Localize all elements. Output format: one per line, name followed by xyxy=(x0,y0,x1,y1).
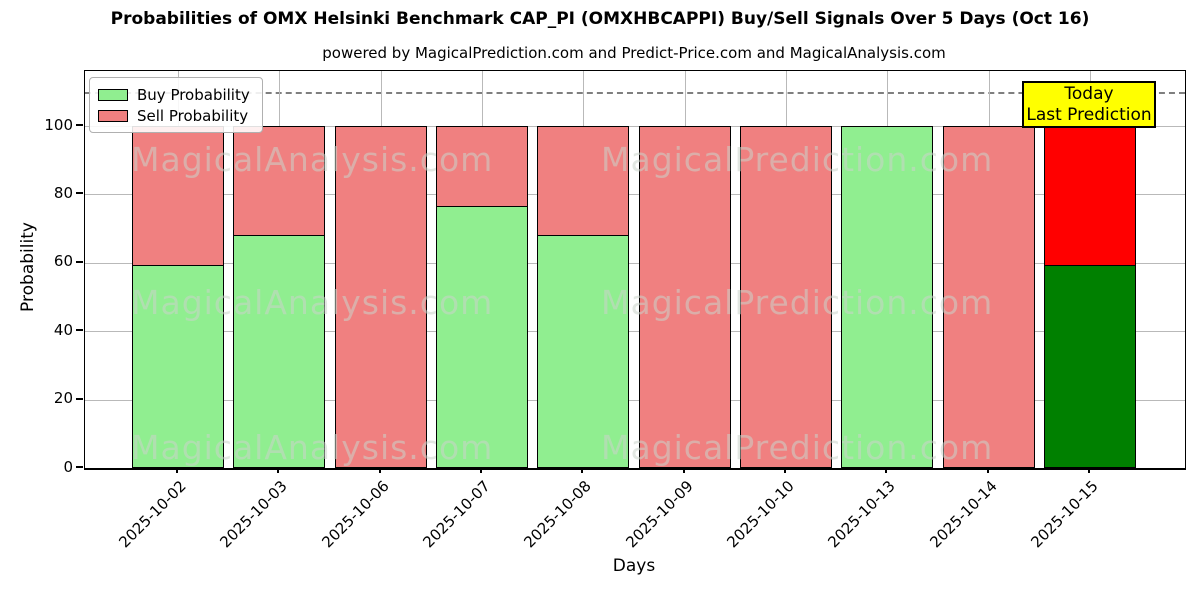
x-tick-mark xyxy=(885,467,888,473)
y-tick-label: 60 xyxy=(53,252,73,271)
y-tick-mark xyxy=(76,466,83,468)
legend-label: Buy Probability xyxy=(137,85,250,104)
today-annotation-line1: Today xyxy=(1064,83,1114,104)
x-tick-mark xyxy=(378,467,381,473)
bar-buy-segment xyxy=(841,126,934,468)
x-axis-label: Days xyxy=(612,556,656,576)
bar-buy-segment xyxy=(435,206,528,468)
x-tick-label: 2025-10-15 xyxy=(1027,477,1102,552)
gridline-h xyxy=(85,126,1185,128)
y-tick-label: 20 xyxy=(53,389,73,408)
y-tick-mark xyxy=(76,329,83,332)
bar-buy-segment xyxy=(1043,264,1136,468)
x-tick-mark xyxy=(1087,467,1090,473)
x-tick-label: 2025-10-10 xyxy=(723,477,798,552)
x-tick-label: 2025-10-07 xyxy=(419,477,494,552)
plot-area: Buy Probability Sell Probability Today La… xyxy=(84,70,1186,470)
legend-swatch xyxy=(98,109,128,122)
x-tick-mark xyxy=(682,467,685,473)
legend-label: Sell Probability xyxy=(137,106,249,125)
y-tick-label: 40 xyxy=(53,320,73,339)
bar-sell-segment xyxy=(942,126,1035,468)
y-tick-mark xyxy=(76,397,83,400)
x-tick-mark xyxy=(479,467,482,473)
x-tick-mark xyxy=(176,467,178,473)
x-tick-label: 2025-10-14 xyxy=(925,477,1001,552)
bar-buy-segment xyxy=(132,264,224,468)
today-annotation: Today Last Prediction xyxy=(1022,81,1156,128)
x-tick-mark xyxy=(277,467,280,473)
x-tick-label: 2025-10-08 xyxy=(520,477,596,552)
legend: Buy Probability Sell Probability xyxy=(89,77,263,133)
y-tick-label: 100 xyxy=(44,115,73,134)
x-tick-label: 2025-10-09 xyxy=(621,477,697,552)
y-tick-label: 0 xyxy=(63,457,73,476)
y-tick-label: 80 xyxy=(53,183,73,202)
chart-title: Probabilities of OMX Helsinki Benchmark … xyxy=(110,9,1090,29)
legend-item: Buy Probability xyxy=(98,84,250,105)
bar-sell-segment xyxy=(233,126,326,236)
y-tick-mark xyxy=(76,260,83,263)
threshold-dashed-line xyxy=(85,91,1185,94)
bar-sell-segment xyxy=(1043,126,1136,265)
today-annotation-line2: Last Prediction xyxy=(1026,104,1152,125)
x-tick-mark xyxy=(986,467,989,473)
bar-sell-segment xyxy=(739,126,832,468)
gridline-h xyxy=(85,194,1185,196)
gridline-h xyxy=(85,262,1185,264)
y-tick-mark xyxy=(76,124,83,127)
x-tick-mark xyxy=(783,467,786,473)
legend-swatch xyxy=(98,88,128,101)
x-tick-label: 2025-10-13 xyxy=(824,477,900,552)
bar-sell-segment xyxy=(435,126,528,207)
x-tick-label: 2025-10-03 xyxy=(216,477,292,552)
x-tick-label: 2025-10-02 xyxy=(115,477,190,552)
chart-subtitle: powered by MagicalPrediction.com and Pre… xyxy=(322,44,946,62)
legend-item: Sell Probability xyxy=(98,105,250,126)
bar-sell-segment xyxy=(638,126,731,468)
gridline-h xyxy=(85,331,1185,333)
bar-buy-segment xyxy=(233,235,326,468)
bar-buy-segment xyxy=(537,235,630,468)
bar-sell-segment xyxy=(334,126,427,468)
bar-sell-segment xyxy=(132,126,224,265)
x-tick-label: 2025-10-06 xyxy=(318,477,393,552)
bar-sell-segment xyxy=(537,126,630,236)
y-tick-mark xyxy=(76,192,83,195)
gridline-h xyxy=(85,399,1185,401)
x-tick-mark xyxy=(581,467,584,473)
